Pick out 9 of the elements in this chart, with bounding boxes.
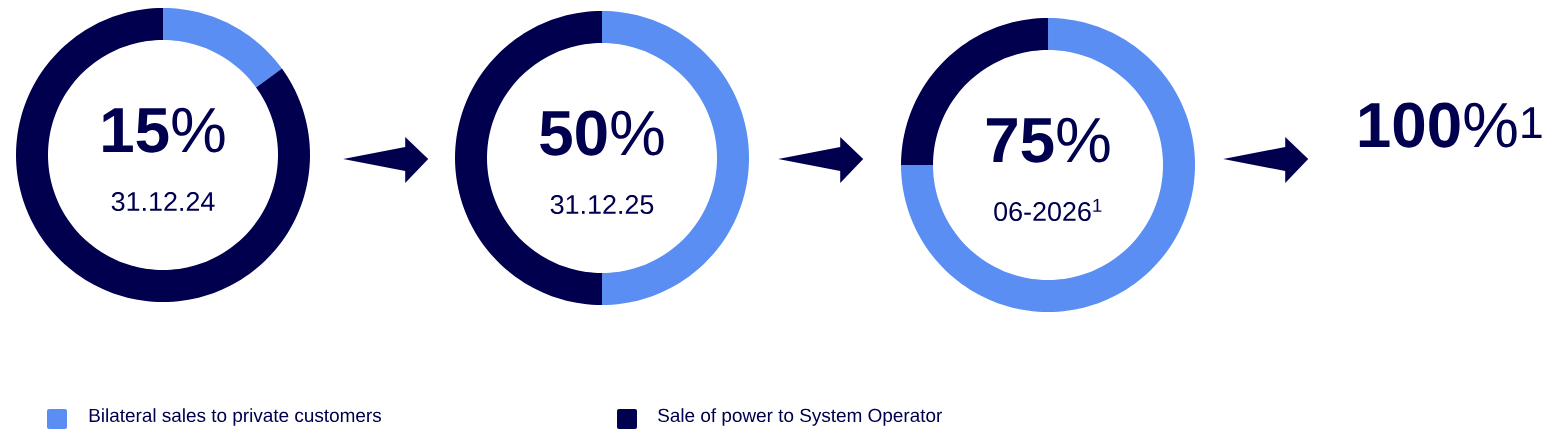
legend-label: Bilateral sales to private customers [89, 408, 381, 426]
text: 15% [103, 107, 225, 153]
text: 31.12.25 [550, 195, 654, 215]
legend-label: Sale of power to System Operator [658, 408, 942, 426]
text: 31.12.24 [111, 192, 215, 212]
text: 50% [540, 110, 664, 156]
text: 100%$^{1}$ [1359, 102, 1542, 148]
text: 75% [986, 117, 1110, 163]
text: 06-2026$^{1}$ [994, 198, 1102, 222]
